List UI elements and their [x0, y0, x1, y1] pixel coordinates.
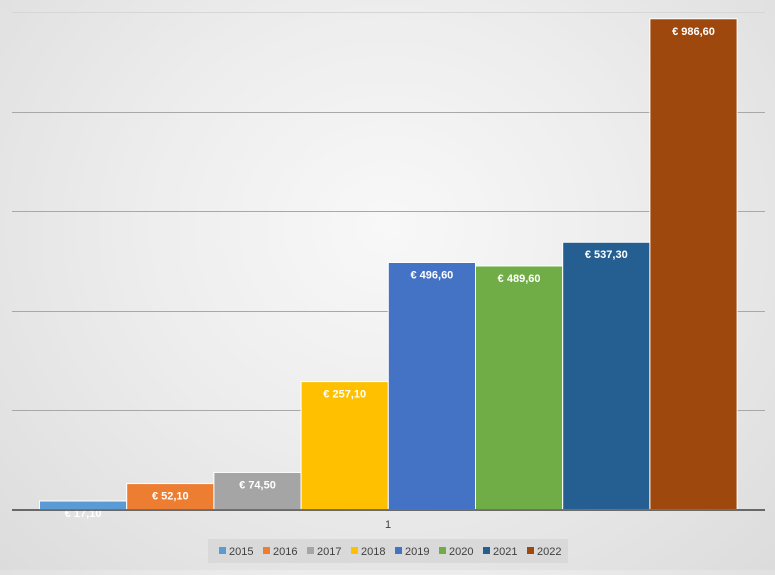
bar-2018	[300, 381, 389, 511]
legend-swatch-2016	[263, 547, 270, 554]
legend-swatch-2021	[483, 547, 490, 554]
data-label-2017: € 74,50	[239, 479, 276, 491]
legend-label-2019: 2019	[405, 546, 429, 558]
bar-2019	[387, 261, 476, 510]
x-axis: 1	[12, 509, 765, 531]
legend-label-2018: 2018	[361, 546, 385, 558]
legend-label-2016: 2016	[273, 546, 297, 558]
legend-label-2017: 2017	[317, 546, 341, 558]
legend-swatch-2015	[219, 547, 226, 554]
bar-2017	[213, 471, 302, 510]
legend-label-2021: 2021	[493, 546, 517, 558]
data-label-2022: € 986,60	[672, 26, 715, 38]
legend-label-2020: 2020	[449, 546, 473, 558]
legend-label-2022: 2022	[537, 546, 561, 558]
data-label-2019: € 496,60	[410, 269, 453, 281]
legend-swatch-2019	[395, 547, 402, 554]
bar-2020	[475, 265, 564, 510]
data-label-2018: € 257,10	[323, 389, 366, 401]
data-label-2020: € 489,60	[498, 273, 541, 285]
bar-2021	[562, 241, 651, 510]
data-label-2021: € 537,30	[585, 249, 628, 261]
legend-swatch-2017	[307, 547, 314, 554]
bars	[39, 18, 738, 511]
data-label-2015: € 17,10	[65, 508, 102, 520]
legend-swatch-2020	[439, 547, 446, 554]
data-label-2016: € 52,10	[152, 491, 189, 503]
legend: 2015 2016 2017 2018 2019 2020 2021 2022	[208, 539, 568, 563]
x-tick-label: 1	[385, 519, 391, 531]
legend-swatch-2018	[351, 547, 358, 554]
data-labels: € 17,10 € 52,10 € 74,50 € 257,10 € 496,60 € 4…	[65, 26, 715, 520]
legend-swatch-2022	[527, 547, 534, 554]
legend-label-2015: 2015	[229, 546, 253, 558]
bar-2022	[649, 18, 738, 510]
